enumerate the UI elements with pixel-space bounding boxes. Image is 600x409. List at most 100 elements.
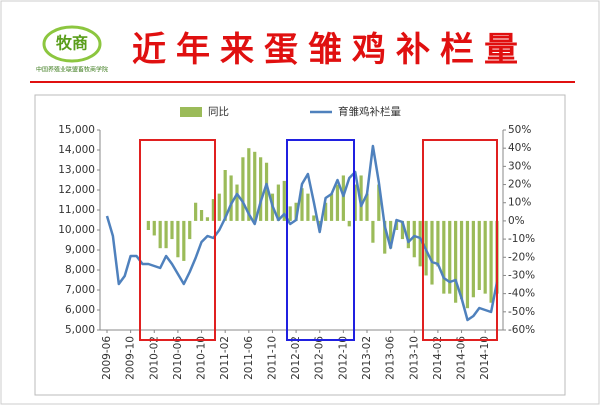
y2-tick-label: 10% <box>508 197 531 209</box>
y2-tick-label: 30% <box>508 160 531 172</box>
bar <box>223 170 227 221</box>
legend-label: 同比 <box>208 105 229 118</box>
bar <box>205 217 210 221</box>
bar <box>359 175 363 221</box>
highlight-box <box>139 139 216 341</box>
x-tick-label: 2014-06 <box>456 336 468 380</box>
bar <box>430 220 434 285</box>
bar <box>442 220 446 294</box>
bar <box>418 220 422 267</box>
x-tick-label: 2009-06 <box>101 336 113 380</box>
logo-ring <box>42 25 102 63</box>
x-tick-label: 2010-02 <box>148 336 160 380</box>
bar <box>465 220 470 309</box>
y2-tick-label: -20% <box>508 251 535 263</box>
bar <box>282 180 286 221</box>
bar <box>341 175 345 221</box>
bar <box>489 220 493 303</box>
bar <box>176 220 180 258</box>
org-name: 中国养殖业联盟畜牧商学院 <box>36 66 108 74</box>
bar <box>306 193 310 221</box>
y2-tick-label: -30% <box>508 269 535 281</box>
bar <box>164 220 168 249</box>
y2-tick-label: -40% <box>508 288 535 300</box>
legend-swatch <box>180 107 202 117</box>
x-tick-label: 2009-10 <box>125 336 137 380</box>
x-tick-label: 2013-06 <box>385 336 397 380</box>
y-tick-label: 10,000 <box>58 224 95 236</box>
bar <box>259 157 263 221</box>
y2-tick-label: 0% <box>508 215 525 227</box>
y-tick-label: 12,000 <box>58 184 95 196</box>
y2-tick-label: 40% <box>508 142 531 154</box>
bar <box>229 175 233 221</box>
bar <box>170 220 174 240</box>
y2-tick-label: 50% <box>508 124 531 136</box>
bar <box>300 188 304 221</box>
y-tick-label: 6,000 <box>65 304 95 316</box>
y-tick-label: 5,000 <box>65 324 95 336</box>
bar <box>324 202 328 221</box>
bar <box>329 193 334 221</box>
bar <box>436 220 440 267</box>
x-tick-label: 2011-06 <box>243 336 255 380</box>
bar <box>383 220 387 254</box>
bar <box>483 220 487 294</box>
bar <box>406 220 410 249</box>
bar <box>188 220 192 240</box>
x-tick-label: 2014-02 <box>432 336 444 380</box>
y-tick-label: 11,000 <box>58 204 95 216</box>
bar <box>247 148 251 221</box>
bar <box>389 220 393 249</box>
x-tick-label: 2010-10 <box>196 336 208 380</box>
bar <box>312 215 316 221</box>
y2-tick-label: 20% <box>508 179 531 191</box>
x-tick-label: 2014-10 <box>479 336 491 380</box>
bar <box>335 184 340 221</box>
y-tick-label: 13,000 <box>58 164 95 176</box>
bar <box>199 210 204 221</box>
x-tick-label: 2013-10 <box>408 336 420 380</box>
chart-title: 近年来蛋雏鸡补栏量 <box>132 30 528 70</box>
bar <box>235 184 239 221</box>
highlight-box <box>422 139 498 341</box>
bar <box>448 220 452 294</box>
x-tick-label: 2011-02 <box>219 336 231 380</box>
bar <box>253 151 257 221</box>
bar <box>158 220 162 249</box>
bar <box>146 220 150 230</box>
bar <box>276 184 280 221</box>
legend-label: 育雏鸡补栏量 <box>338 105 401 118</box>
highlight-box <box>286 139 355 341</box>
bar <box>294 202 298 221</box>
bar <box>459 220 464 300</box>
bar <box>264 162 269 221</box>
bar <box>288 206 292 221</box>
bar <box>217 193 221 221</box>
x-tick-label: 2011-10 <box>266 336 278 380</box>
chart-box <box>34 94 566 396</box>
x-tick-label: 2013-02 <box>361 336 373 380</box>
y-tick-label: 14,000 <box>58 144 95 156</box>
x-tick-label: 2010-06 <box>172 336 184 380</box>
y-tick-label: 15,000 <box>58 124 95 136</box>
bar <box>371 220 375 243</box>
bar <box>471 220 475 298</box>
bar <box>454 220 458 303</box>
x-tick-label: 2012-06 <box>314 336 326 380</box>
bar <box>211 199 215 221</box>
y-tick-label: 9,000 <box>65 244 95 256</box>
y-tick-label: 7,000 <box>65 284 95 296</box>
bar <box>365 193 369 221</box>
bar <box>347 220 351 227</box>
bar <box>477 220 481 290</box>
bar <box>412 220 416 258</box>
y-tick-label: 8,000 <box>65 264 95 276</box>
bar <box>182 220 186 261</box>
bar <box>152 220 156 236</box>
y2-tick-label: -10% <box>508 233 535 245</box>
y2-tick-label: -60% <box>508 324 535 336</box>
x-tick-label: 2012-10 <box>337 336 349 380</box>
bar <box>241 157 245 221</box>
